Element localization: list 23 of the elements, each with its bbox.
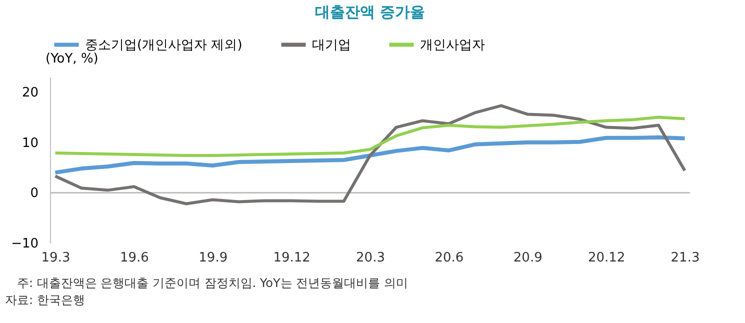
x-tick-label: 19.3 [41,250,70,266]
x-tick-label: 19.9 [198,250,228,266]
line-series [54,104,686,206]
legend-label: 중소기업(개인사업자 제외) [85,38,242,53]
text: 자료: 한국은행 [5,293,85,307]
x-tick-label: 19.12 [273,250,310,266]
y-axis-title: (YoY, %) [46,52,98,66]
chart-title: 대출잔액 증가율 [314,3,426,21]
x-tick-label: 20.3 [356,250,385,266]
line-series [53,135,687,175]
text: 주: 대출잔액은 은행대출 기준이며 잠정치임. YoY는 전년동월대비를 의미 [17,276,408,290]
y-tick-label: −10 [11,236,38,252]
legend-label: 개인사업자 [420,38,485,53]
y-tick-label: 10 [22,136,38,151]
x-tick-label: 20.6 [434,250,464,266]
x-tick-label: 19.6 [120,250,149,266]
x-tick-label: 21.3 [670,250,700,266]
x-tick-label: 20.12 [588,250,626,266]
y-tick-label: 0 [30,186,38,202]
x-tick-label: 20.9 [513,250,542,266]
line-series [54,116,686,157]
y-tick-label: 20 [22,86,38,101]
legend-label: 대기업 [312,38,351,53]
